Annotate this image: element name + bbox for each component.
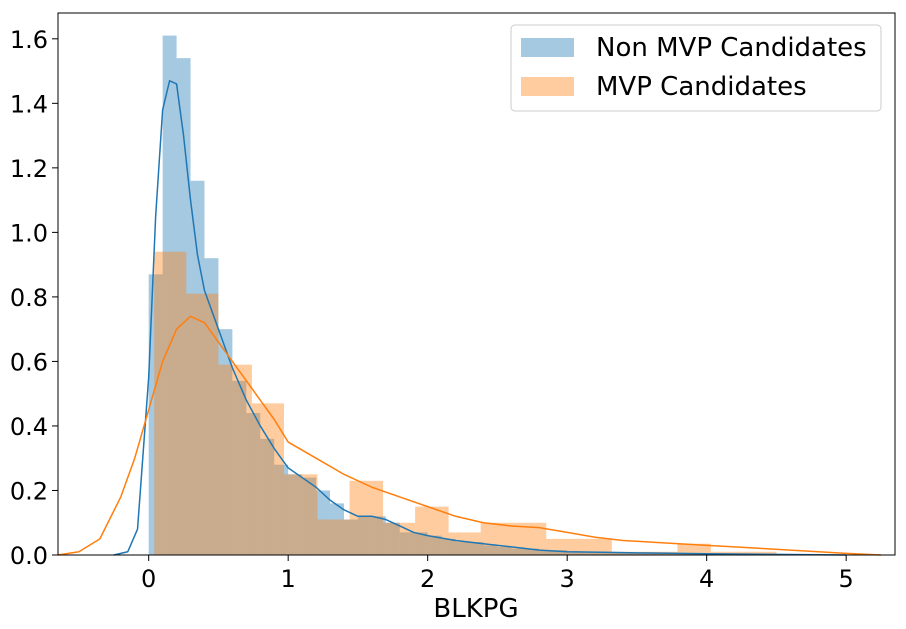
histogram-bar (154, 251, 187, 556)
histogram-bar (204, 258, 219, 555)
y-tick-label: 0.0 (10, 542, 48, 570)
histogram-bar (316, 490, 331, 555)
x-tick-label: 2 (420, 565, 435, 593)
x-tick-label: 5 (839, 565, 854, 593)
histogram-bar (399, 532, 414, 555)
x-tick-label: 3 (560, 565, 575, 593)
histogram-bar (664, 553, 679, 555)
histogram-bar (553, 550, 568, 555)
histogram-bar (357, 516, 372, 555)
histogram-bar (511, 548, 526, 555)
histogram-bar (232, 380, 247, 555)
histogram-bar (246, 413, 261, 555)
legend-box (510, 24, 882, 112)
histogram-bar (274, 464, 289, 555)
histogram-bar (371, 516, 386, 555)
histogram-bar (469, 542, 484, 555)
x-tick-label: 4 (699, 565, 714, 593)
axes: 0 1 2 3 4 5 0.0 0.2 0.4 0.6 0.8 1.0 1.2 1.4 1.6 (10, 12, 896, 593)
histogram-bar (497, 546, 512, 555)
histogram-bar (218, 329, 233, 555)
histogram-bar (636, 553, 651, 555)
histogram-bar (650, 553, 665, 555)
y-tick-label: 1.2 (10, 155, 48, 183)
histogram-bar (677, 543, 711, 555)
kde-line-non-mvp (113, 80, 847, 556)
histogram-bar (251, 403, 284, 555)
legend-label-non-mvp: Non MVP Candidates (596, 33, 867, 63)
histogram-bar (525, 548, 540, 555)
y-tick-label: 0.8 (10, 284, 48, 312)
histogram-bar (413, 532, 428, 555)
histogram-bar (148, 274, 163, 555)
histogram-bar (383, 522, 416, 555)
y-tick-label: 0.4 (10, 413, 48, 441)
histogram-bar (678, 553, 693, 555)
histogram-bar (579, 538, 612, 555)
y-tick-label: 0.6 (10, 348, 48, 376)
x-axis-title: BLKPG (433, 594, 518, 624)
histogram-bar (330, 503, 344, 555)
histogram-bar (283, 474, 318, 555)
histogram-bar (455, 542, 470, 555)
histogram-bar (415, 506, 449, 555)
y-tick-label: 1.0 (10, 219, 48, 247)
histogram-bar (176, 58, 191, 556)
histogram-bar (448, 532, 481, 555)
x-tick-label: 0 (141, 565, 156, 593)
histogram-bar (427, 535, 442, 555)
kde-line-mvp (57, 315, 882, 556)
histogram-bar (343, 519, 358, 555)
y-tick-label: 1.4 (10, 90, 48, 118)
histogram-bar (742, 551, 777, 555)
plot-area (57, 35, 882, 556)
histogram-bar (609, 552, 623, 555)
legend-swatch-non-mvp (521, 38, 574, 57)
histogram-bar (595, 552, 610, 555)
y-tick-label: 0.2 (10, 477, 48, 505)
series-mvp-histogram (154, 251, 777, 556)
histogram-bar (260, 438, 275, 555)
histogram-bar (483, 545, 498, 555)
x-tick-label: 1 (281, 565, 296, 593)
histogram-bar (480, 522, 515, 555)
histogram-bar (218, 364, 252, 555)
histogram-bar (317, 519, 350, 555)
legend: Non MVP Candidates MVP Candidates (510, 24, 882, 112)
histogram-bar (385, 522, 400, 555)
histogram-bar (539, 550, 554, 555)
histogram-bar (622, 553, 637, 555)
histogram-bar (186, 293, 219, 555)
series-non-mvp-histogram (148, 35, 847, 556)
legend-label-mvp: MVP Candidates (596, 72, 807, 102)
histogram-bar (441, 538, 456, 555)
histogram-bar (581, 551, 596, 555)
axes-frame (57, 12, 896, 556)
y-tick-label: 1.6 (10, 26, 48, 54)
histogram-bar (567, 551, 582, 555)
legend-swatch-mvp (521, 77, 574, 96)
histogram-bar (162, 35, 177, 555)
histogram-bar (302, 477, 317, 555)
histogram-bar (288, 474, 303, 555)
